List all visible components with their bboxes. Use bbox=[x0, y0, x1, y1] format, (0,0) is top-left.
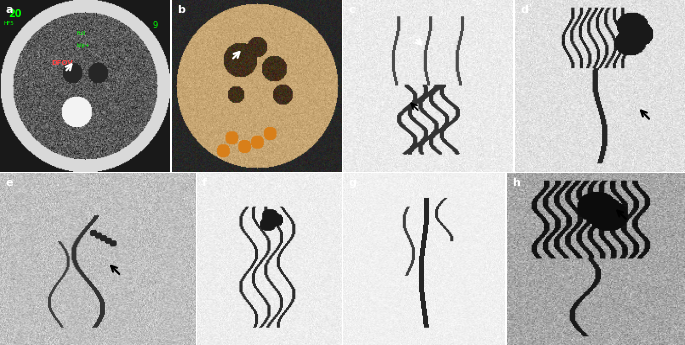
Text: f: f bbox=[201, 178, 206, 188]
Text: b: b bbox=[177, 5, 185, 15]
Text: b/p+: b/p+ bbox=[77, 43, 90, 48]
Text: Full: Full bbox=[77, 31, 86, 36]
Text: d: d bbox=[520, 5, 528, 15]
Text: DFOV: DFOV bbox=[51, 60, 73, 66]
Text: h: h bbox=[512, 178, 520, 188]
Text: c: c bbox=[349, 5, 355, 15]
Text: g: g bbox=[348, 178, 356, 188]
Text: a: a bbox=[5, 5, 12, 15]
Text: HF5: HF5 bbox=[3, 21, 14, 26]
Text: 20: 20 bbox=[8, 9, 22, 19]
Text: 9: 9 bbox=[153, 21, 158, 30]
Text: e: e bbox=[6, 178, 14, 188]
